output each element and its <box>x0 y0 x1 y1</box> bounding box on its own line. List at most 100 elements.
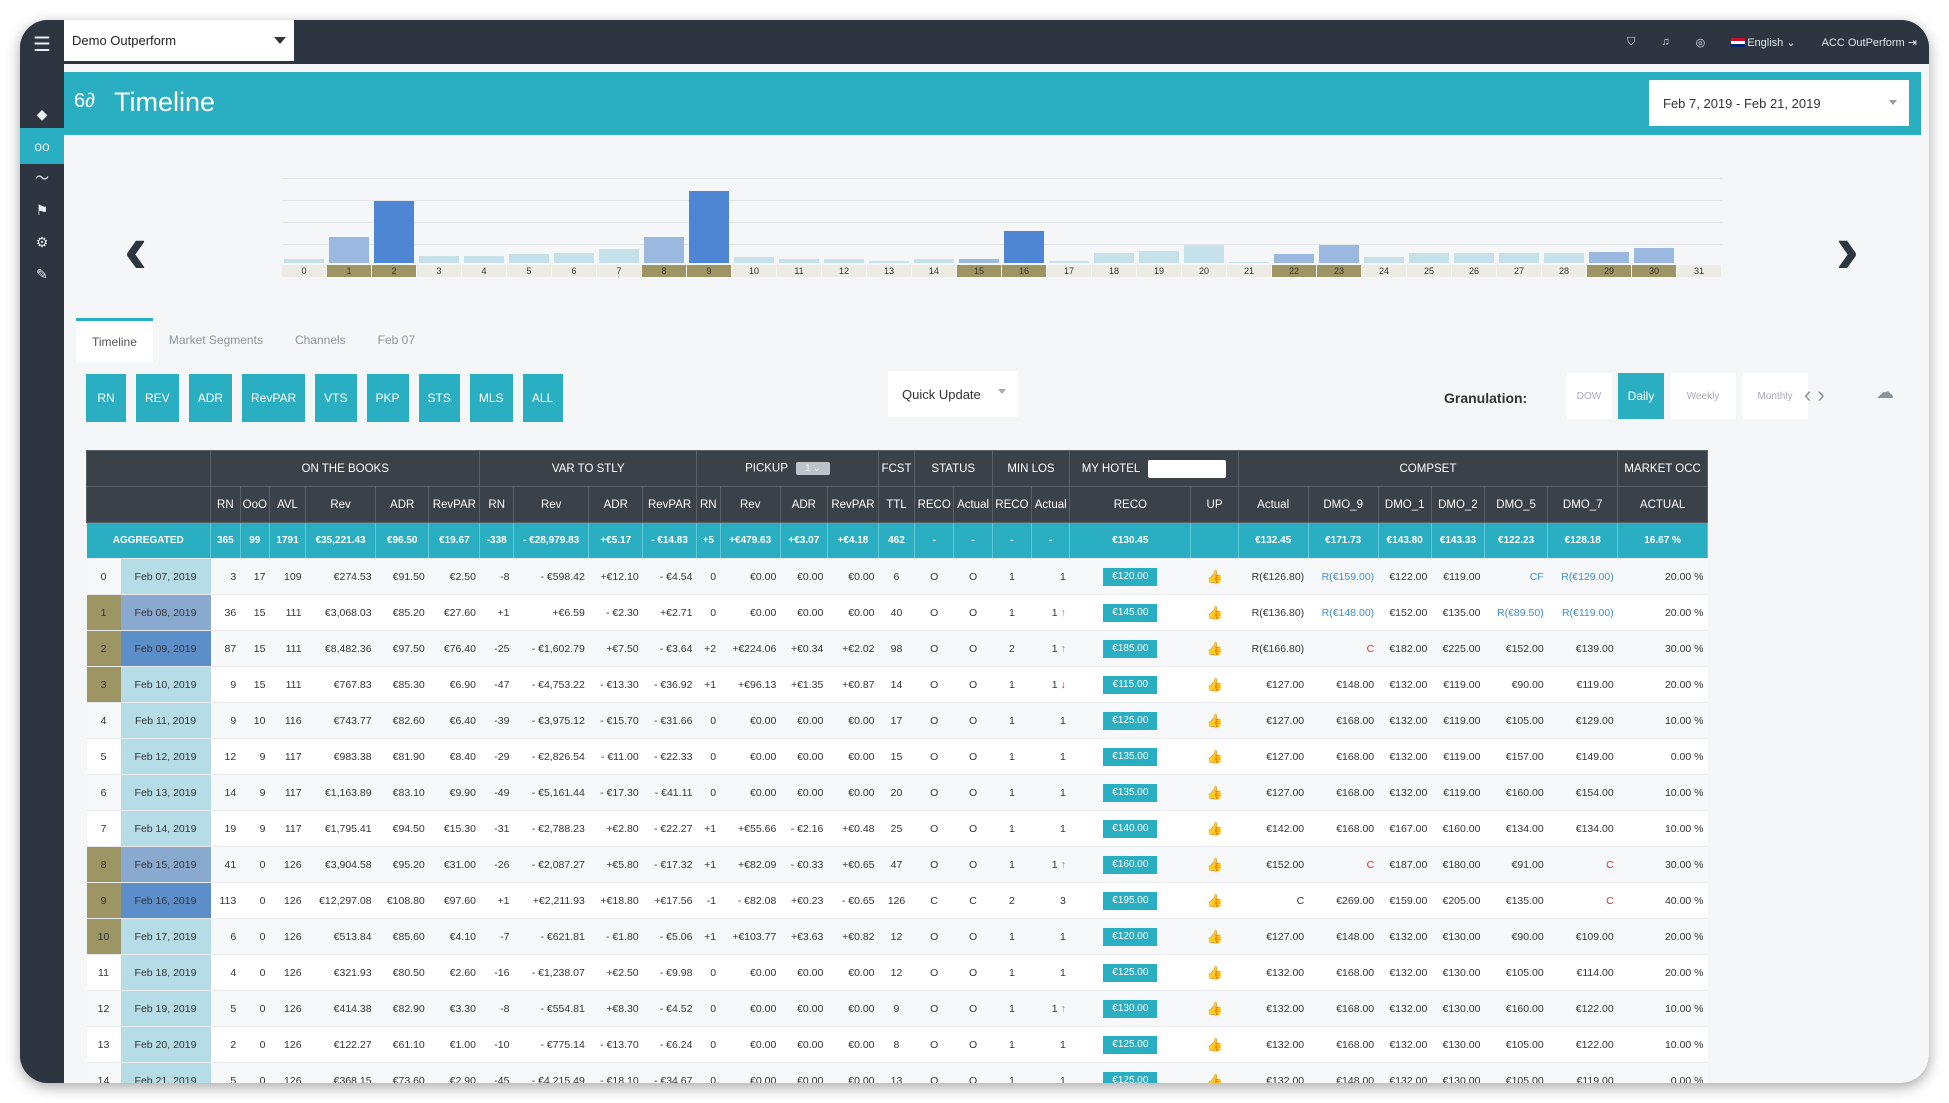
prev-period-button[interactable]: ‹ <box>124 210 148 288</box>
my-hotel-input[interactable] <box>1148 459 1227 478</box>
table-row[interactable]: 4 Feb 11, 2019 9 10 116 €743.77 €82.60 €6.40 -39… <box>86 702 1708 739</box>
reco-price-button[interactable]: €140.00 <box>1103 819 1158 838</box>
thumbs-up-icon[interactable]: 👍 <box>1206 1000 1223 1016</box>
trend-icon[interactable]: 〜 <box>35 170 49 186</box>
granulation-dow[interactable]: DOW <box>1566 373 1612 419</box>
thumbs-up-icon[interactable]: 👍 <box>1206 712 1223 728</box>
reco-price-button[interactable]: €135.00 <box>1103 783 1158 802</box>
reco-price-button[interactable]: €125.00 <box>1103 1071 1158 1083</box>
row-date[interactable]: Feb 16, 2019 <box>120 882 211 919</box>
chevron-left-icon[interactable]: ‹ <box>1804 382 1812 407</box>
flag-icon[interactable]: ⚑ <box>35 201 49 218</box>
reco-price-button[interactable]: €145.00 <box>1103 603 1158 622</box>
row-date[interactable]: Feb 15, 2019 <box>120 846 211 883</box>
reco-price-button[interactable]: €125.00 <box>1103 1035 1158 1054</box>
reco-price-button[interactable]: €185.00 <box>1103 639 1158 658</box>
gear-icon[interactable]: ⚙ <box>35 233 49 250</box>
chevron-right-icon[interactable]: › <box>1817 382 1825 407</box>
diamond-icon[interactable]: ◆ <box>36 105 48 122</box>
thumbs-up-icon[interactable]: 👍 <box>1206 748 1223 764</box>
table-row[interactable]: 7 Feb 14, 2019 19 9 117 €1,795.41 €94.50 €15.30… <box>86 810 1708 847</box>
thumbs-up-icon[interactable]: 👍 <box>1206 892 1223 908</box>
reco-price-button[interactable]: €195.00 <box>1103 891 1158 910</box>
tab-feb-07[interactable]: Feb 07 <box>377 333 416 347</box>
tab-market-segments[interactable]: Market Segments <box>168 333 263 347</box>
bell-icon[interactable]: ♫ <box>1661 36 1670 48</box>
thumbs-up-icon[interactable]: 👍 <box>1206 1072 1223 1084</box>
row-date[interactable]: Feb 18, 2019 <box>120 954 211 991</box>
table-row[interactable]: 2 Feb 09, 2019 87 15 111 €8,482.36 €97.50 €76.4… <box>86 630 1708 667</box>
row-date[interactable]: Feb 14, 2019 <box>120 810 211 847</box>
hotel-select[interactable]: Demo Outperform <box>64 20 294 61</box>
row-date[interactable]: Feb 17, 2019 <box>120 918 211 955</box>
metric-button-vts[interactable]: VTS <box>315 374 357 422</box>
thumbs-up-icon[interactable]: 👍 <box>1206 676 1223 692</box>
row-date[interactable]: Feb 20, 2019 <box>120 1026 211 1063</box>
thumbs-up-icon[interactable]: 👍 <box>1206 640 1223 656</box>
menu-icon[interactable]: ☰ <box>33 33 51 56</box>
table-row[interactable]: 0 Feb 07, 2019 3 17 109 €274.53 €91.50 €2.50 -8-… <box>86 558 1708 595</box>
granulation-monthly[interactable]: Monthly <box>1742 373 1808 419</box>
table-row[interactable]: 13 Feb 20, 2019 2 0 126 €122.27 €61.10 €1.00 -10… <box>86 1026 1708 1063</box>
tab-channels[interactable]: Channels <box>294 333 346 347</box>
thumbs-up-icon[interactable]: 👍 <box>1206 928 1223 944</box>
metric-button-all[interactable]: ALL <box>522 374 563 422</box>
thumbs-up-icon[interactable]: 👍 <box>1206 784 1223 800</box>
table-row[interactable]: 10 Feb 17, 2019 6 0 126 €513.84 €85.60 €4.10 -7-… <box>86 918 1708 955</box>
granulation-weekly[interactable]: Weekly <box>1670 373 1736 419</box>
tab-timeline[interactable]: Timeline <box>76 318 153 362</box>
metric-button-revpar[interactable]: RevPAR <box>242 374 306 422</box>
wrench-icon[interactable]: ✎ <box>36 265 48 282</box>
language-select[interactable]: English ⌄ <box>1731 36 1796 49</box>
quick-update-select[interactable]: Quick Update <box>888 371 1018 417</box>
table-row[interactable]: 12 Feb 19, 2019 5 0 126 €414.38 €82.90 €3.30 -8-… <box>86 990 1708 1027</box>
date-range-picker[interactable]: Feb 7, 2019 - Feb 21, 2019 <box>1649 80 1909 126</box>
metric-button-rn[interactable]: RN <box>86 374 126 422</box>
row-date[interactable]: Feb 21, 2019 <box>120 1062 211 1083</box>
reco-price-button[interactable]: €160.00 <box>1103 855 1158 874</box>
row-date[interactable]: Feb 11, 2019 <box>120 702 211 739</box>
table-row[interactable]: 6 Feb 13, 2019 14 9 117 €1,163.89 €83.10 €9.90-… <box>86 774 1708 811</box>
reco-price-button[interactable]: €115.00 <box>1103 675 1158 694</box>
shield-icon[interactable]: ⛉ <box>1627 35 1636 48</box>
table-row[interactable]: 8 Feb 15, 2019 41 0 126 €3,904.58 €95.20 €31.00… <box>86 846 1708 883</box>
row-date[interactable]: Feb 07, 2019 <box>120 558 211 595</box>
user-menu[interactable]: ACC OutPerform ⇥ <box>1821 36 1917 49</box>
metric-button-rev[interactable]: REV <box>136 374 179 422</box>
thumbs-up-icon[interactable]: 👍 <box>1206 568 1223 584</box>
thumbs-up-icon[interactable]: 👍 <box>1206 820 1223 836</box>
thumbs-up-icon[interactable]: 👍 <box>1206 1036 1223 1052</box>
glasses-icon[interactable]: oo <box>20 128 73 164</box>
row-date[interactable]: Feb 19, 2019 <box>120 990 211 1027</box>
metric-button-adr[interactable]: ADR <box>188 374 233 422</box>
reco-price-button[interactable]: €125.00 <box>1103 711 1158 730</box>
thumbs-up-icon[interactable]: 👍 <box>1206 964 1223 980</box>
granulation-daily[interactable]: Daily <box>1618 373 1664 419</box>
table-row[interactable]: 1 Feb 08, 2019 36 15 111 €3,068.03 €85.20 €27.6… <box>86 594 1708 631</box>
next-period-button[interactable]: › <box>1835 210 1859 288</box>
reco-price-button[interactable]: €135.00 <box>1103 747 1158 766</box>
table-row[interactable]: 11 Feb 18, 2019 4 0 126 €321.93 €80.50 €2.60 -16… <box>86 954 1708 991</box>
table-row[interactable]: 9 Feb 16, 2019 113 0 126 €12,297.08 €108.80 €97… <box>86 882 1708 919</box>
cell-sreco: O <box>914 1026 954 1063</box>
cloud-download-icon[interactable]: ☁ <box>1876 382 1894 402</box>
reco-price-button[interactable]: €120.00 <box>1103 567 1158 586</box>
row-date[interactable]: Feb 08, 2019 <box>120 594 211 631</box>
row-date[interactable]: Feb 12, 2019 <box>120 738 211 775</box>
metric-button-mls[interactable]: MLS <box>469 374 513 422</box>
metric-button-pkp[interactable]: PKP <box>366 374 409 422</box>
thumbs-up-icon[interactable]: 👍 <box>1206 856 1223 872</box>
reco-price-button[interactable]: €120.00 <box>1103 927 1158 946</box>
help-icon[interactable]: ◎ <box>1695 36 1706 49</box>
reco-price-button[interactable]: €130.00 <box>1103 999 1158 1018</box>
pickup-select[interactable]: 1 ⌄ <box>795 462 830 475</box>
table-row[interactable]: 3 Feb 10, 2019 9 15 111 €767.83 €85.30 €6.90 -47… <box>86 666 1708 703</box>
row-date[interactable]: Feb 09, 2019 <box>120 630 211 667</box>
reco-price-button[interactable]: €125.00 <box>1103 963 1158 982</box>
row-date[interactable]: Feb 13, 2019 <box>120 774 211 811</box>
metric-button-sts[interactable]: STS <box>418 374 460 422</box>
thumbs-up-icon[interactable]: 👍 <box>1206 604 1223 620</box>
table-row[interactable]: 14 Feb 21, 2019 5 0 126 €368.15 €73.60 €2.90 -45… <box>86 1062 1708 1084</box>
table-row[interactable]: 5 Feb 12, 2019 12 9 117 €983.38 €81.90 €8.40 -29… <box>86 738 1708 775</box>
row-date[interactable]: Feb 10, 2019 <box>120 666 211 703</box>
